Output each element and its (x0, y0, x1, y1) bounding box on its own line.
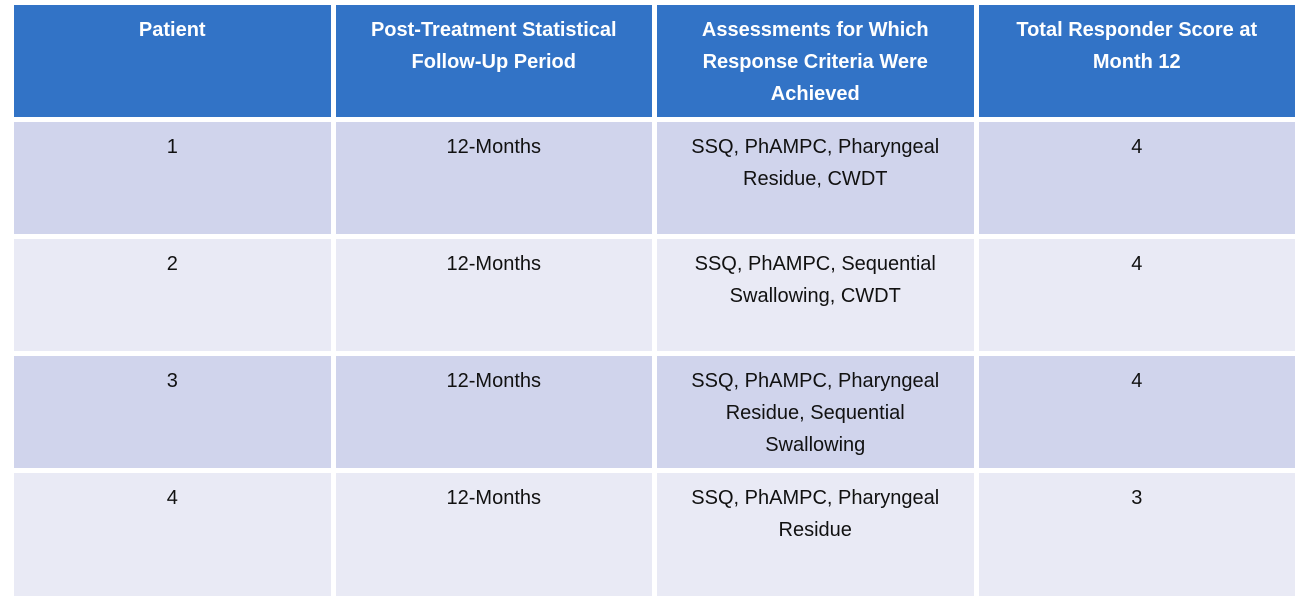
header-cell-assessments: Assessments for Which Response Criteria … (657, 5, 974, 117)
header-cell-follow-up-period: Post-Treatment Statistical Follow-Up Per… (335, 5, 652, 117)
cell-value: SSQ, PhAMPC, Sequential Swallowing, CWDT (694, 253, 936, 307)
cell-value: SSQ, PhAMPC, Pharyngeal Residue, Sequent… (691, 370, 940, 456)
cell-value: 3 (1131, 487, 1143, 509)
cell-patient-4-assessments: SSQ, PhAMPC, Pharyngeal Residue (657, 473, 974, 596)
cell-patient-3-follow-up: 12-Months (335, 356, 652, 468)
cell-value: 1 (166, 136, 178, 158)
cell-value: 4 (1131, 370, 1143, 392)
cell-patient-1-assessments: SSQ, PhAMPC, Pharyngeal Residue, CWDT (657, 122, 974, 234)
cell-patient-2-assessments: SSQ, PhAMPC, Sequential Swallowing, CWDT (657, 239, 974, 351)
cell-value: 4 (166, 487, 178, 509)
cell-patient-2-follow-up: 12-Months (335, 239, 652, 351)
cell-patient-3-id: 3 (14, 356, 331, 468)
cell-value: 4 (1131, 253, 1143, 275)
cell-value: 4 (1131, 136, 1143, 158)
header-cell-patient: Patient (14, 5, 331, 117)
cell-value: 12-Months (446, 370, 542, 392)
cell-value: SSQ, PhAMPC, Pharyngeal Residue (691, 487, 940, 541)
cell-patient-4-id: 4 (14, 473, 331, 596)
header-label-follow-up-period: Post-Treatment Statistical Follow-Up Per… (370, 19, 617, 73)
header-label-assessments: Assessments for Which Response Criteria … (701, 19, 929, 105)
header-cell-responder-score: Total Responder Score at Month 12 (978, 5, 1295, 117)
cell-value: 2 (166, 253, 178, 275)
cell-patient-2-score: 4 (978, 239, 1295, 351)
cell-patient-3-assessments: SSQ, PhAMPC, Pharyngeal Residue, Sequent… (657, 356, 974, 468)
cell-value: 12-Months (446, 487, 542, 509)
cell-patient-2-id: 2 (14, 239, 331, 351)
cell-patient-1-score: 4 (978, 122, 1295, 234)
cell-value: 12-Months (446, 136, 542, 158)
cell-value: 12-Months (446, 253, 542, 275)
header-label-patient: Patient (138, 19, 206, 41)
cell-patient-3-score: 4 (978, 356, 1295, 468)
cell-patient-1-id: 1 (14, 122, 331, 234)
patient-responder-table: Patient Post-Treatment Statistical Follo… (14, 5, 1295, 596)
header-label-responder-score: Total Responder Score at Month 12 (1016, 19, 1258, 73)
cell-patient-1-follow-up: 12-Months (335, 122, 652, 234)
cell-value: SSQ, PhAMPC, Pharyngeal Residue, CWDT (691, 136, 940, 190)
cell-value: 3 (166, 370, 178, 392)
cell-patient-4-score: 3 (978, 473, 1295, 596)
cell-patient-4-follow-up: 12-Months (335, 473, 652, 596)
